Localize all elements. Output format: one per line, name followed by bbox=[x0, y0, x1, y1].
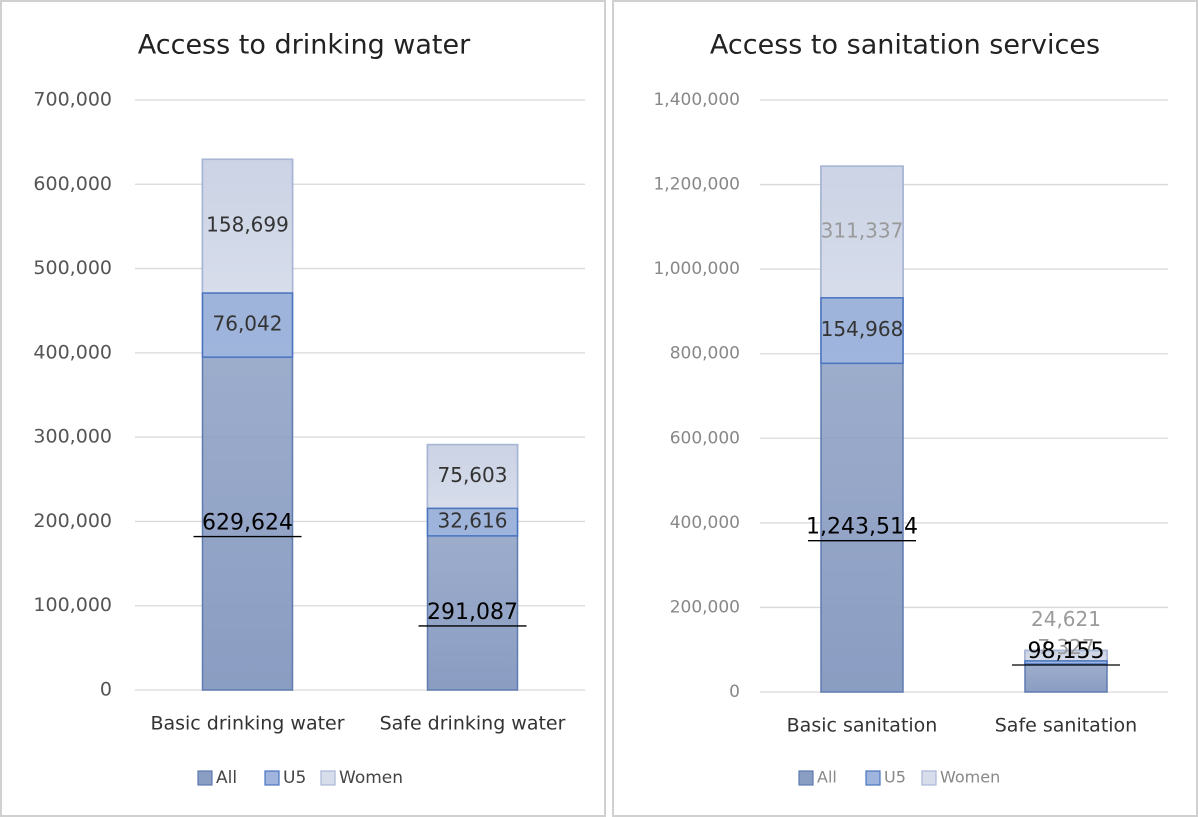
x-tick-label: Safe sanitation bbox=[995, 715, 1137, 737]
y-tick-label: 700,000 bbox=[33, 89, 112, 111]
y-tick-label: 100,000 bbox=[33, 594, 112, 616]
legend-swatch bbox=[264, 770, 280, 786]
x-tick-label: Basic drinking water bbox=[150, 713, 344, 735]
y-tick-label: 1,200,000 bbox=[653, 175, 740, 195]
bar-segment bbox=[426, 507, 519, 537]
legend-swatch bbox=[865, 770, 881, 786]
data-label: 629,624 bbox=[202, 511, 293, 536]
y-tick-label: 300,000 bbox=[33, 426, 112, 448]
bar-segment bbox=[1024, 660, 1108, 665]
legend-label: U5 bbox=[283, 768, 306, 788]
y-tick-label: 1,400,000 bbox=[653, 90, 740, 110]
chart-title: Access to sanitation services bbox=[710, 30, 1100, 61]
y-tick-label: 0 bbox=[100, 679, 112, 701]
data-label: 98,155 bbox=[1028, 639, 1105, 664]
y-tick-label: 200,000 bbox=[33, 510, 112, 532]
y-tick-label: 600,000 bbox=[33, 173, 112, 195]
bar-segment bbox=[201, 292, 294, 358]
data-label: 7,327 bbox=[1037, 635, 1094, 659]
x-tick-label: Safe drinking water bbox=[380, 713, 566, 735]
y-tick-label: 600,000 bbox=[670, 428, 740, 448]
y-tick-label: 400,000 bbox=[33, 341, 112, 363]
legend-swatch bbox=[798, 770, 814, 786]
bar-segment bbox=[201, 158, 294, 294]
y-tick-label: 500,000 bbox=[33, 257, 112, 279]
data-label: 158,699 bbox=[206, 213, 289, 237]
data-label: 291,087 bbox=[427, 600, 518, 625]
panel-border bbox=[612, 0, 1198, 817]
y-tick-label: 200,000 bbox=[670, 597, 740, 617]
legend-label: Women bbox=[940, 768, 1000, 787]
data-label: 1,243,514 bbox=[806, 515, 918, 540]
bar-segment bbox=[820, 165, 904, 299]
panel-border bbox=[0, 0, 606, 817]
bar-segment bbox=[820, 297, 904, 365]
y-tick-label: 800,000 bbox=[670, 344, 740, 364]
data-label: 32,616 bbox=[438, 509, 508, 533]
data-label: 75,603 bbox=[438, 463, 508, 487]
legend-label: All bbox=[817, 768, 837, 787]
data-label: 154,968 bbox=[821, 317, 904, 341]
y-tick-label: 400,000 bbox=[670, 513, 740, 533]
legend-swatch bbox=[197, 770, 213, 786]
legend-swatch bbox=[921, 770, 937, 786]
legend-swatch bbox=[320, 770, 336, 786]
data-label: 311,337 bbox=[821, 218, 904, 242]
data-label: 76,042 bbox=[213, 312, 283, 336]
legend-label: Women bbox=[339, 768, 403, 788]
x-tick-label: Basic sanitation bbox=[787, 715, 938, 737]
data-label: 24,621 bbox=[1031, 607, 1101, 631]
legend-label: All bbox=[216, 768, 237, 788]
y-tick-label: 0 bbox=[729, 682, 740, 702]
y-tick-label: 1,000,000 bbox=[653, 259, 740, 279]
legend-label: U5 bbox=[884, 768, 906, 787]
chart-title: Access to drinking water bbox=[138, 30, 471, 61]
